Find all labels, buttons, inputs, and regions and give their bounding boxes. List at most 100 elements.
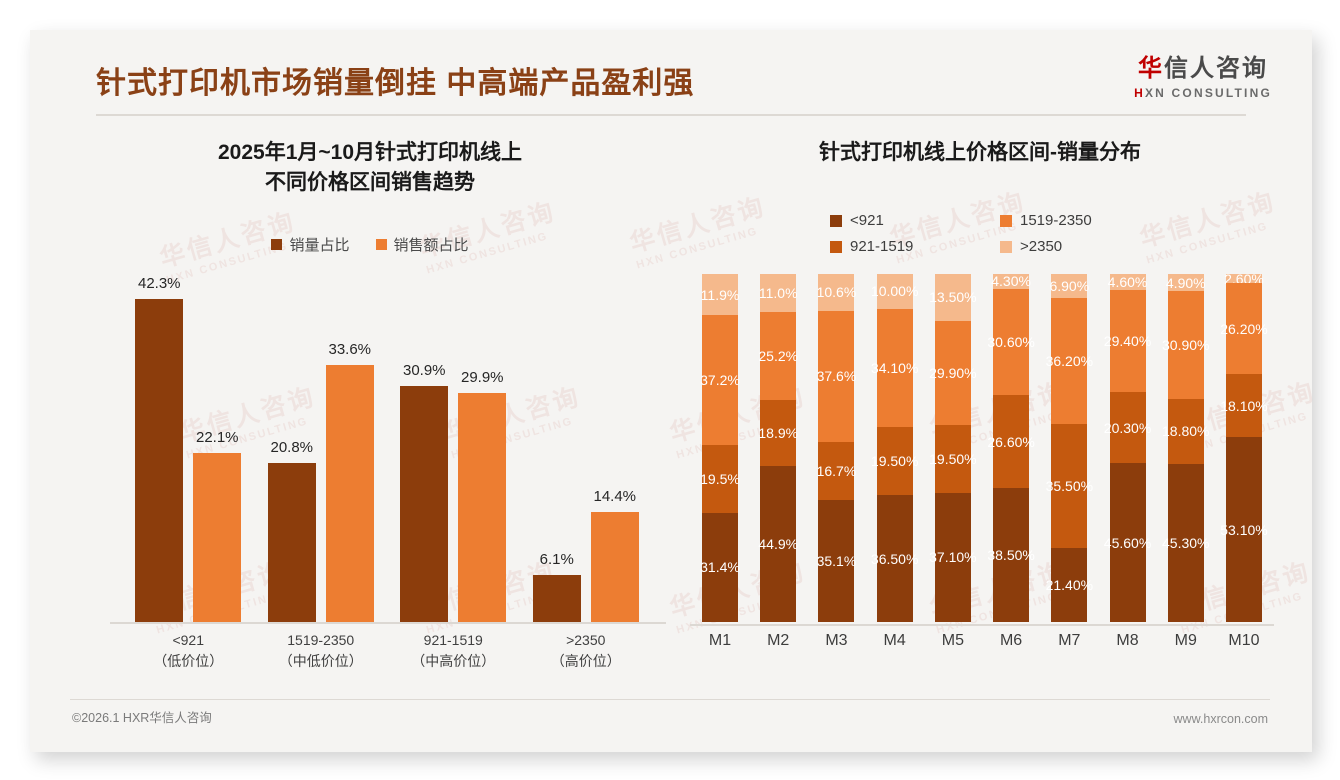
- segment-value-label: 34.10%: [870, 360, 919, 377]
- legend-item-0[interactable]: <921: [830, 212, 990, 229]
- segment->2350-M9[interactable]: 4.90%: [1166, 274, 1206, 292]
- chart-title-left-line1: 2025年1月~10月针式打印机线上: [217, 141, 523, 164]
- bar-group: 42.3% 22.1%: [122, 275, 255, 622]
- chart-panel-left: 2025年1月~10月针式打印机线上 不同价格区间销售趋势 销量占比 销售额占比 …: [70, 126, 670, 702]
- x-axis-tick-M2: M2: [767, 632, 790, 649]
- segment-921-1519-M8[interactable]: 20.30%: [1104, 392, 1151, 464]
- segment-value-label: 30.60%: [987, 334, 1035, 351]
- bar-销量占比-<921[interactable]: 42.3%: [135, 275, 184, 622]
- stacked-bar-M8[interactable]: 4.60% 29.40% 20.30% 45.60%: [1104, 274, 1151, 623]
- legend-swatch-icon: [1000, 214, 1012, 227]
- segment-<921-M3[interactable]: 35.1%: [816, 499, 857, 622]
- legend-label: <921: [850, 212, 884, 229]
- x-axis-tick-1519-2350: 1519-2350 （中低价位）: [278, 632, 363, 669]
- bar-销量占比-1519-2350[interactable]: 20.8%: [267, 439, 316, 622]
- logo-cn-rest: 信人咨询: [1164, 55, 1269, 82]
- footer-website[interactable]: www.hxrcon.com: [1173, 712, 1268, 726]
- segment-value-label: 45.60%: [1103, 534, 1152, 551]
- legend-label: >2350: [1020, 238, 1063, 255]
- segment->2350-M10[interactable]: 2.60%: [1224, 271, 1264, 287]
- segment-1519-2350-M3[interactable]: 37.6%: [816, 310, 857, 442]
- segment-1519-2350-M4[interactable]: 34.10%: [871, 308, 918, 428]
- segment->2350-M3[interactable]: 10.6%: [817, 274, 856, 311]
- bar-value-label: 29.9%: [460, 369, 504, 387]
- segment->2350-M4[interactable]: 10.00%: [871, 274, 918, 309]
- bar-销售额占比->2350[interactable]: 14.4%: [590, 488, 639, 622]
- chart-legend-left[interactable]: 销量占比 销售额占比: [70, 234, 670, 255]
- stacked-bar-M3[interactable]: 10.6% 37.6% 16.7% 35.1%: [816, 274, 857, 622]
- chart-title-left-line2: 不同价格区间销售趋势: [265, 171, 475, 195]
- stacked-bar-M6[interactable]: 4.30% 30.60% 26.60% 38.50%: [987, 273, 1035, 622]
- logo-chinese-text: 华信人咨询: [1134, 48, 1272, 83]
- segment-1519-2350-M7[interactable]: 36.20%: [1046, 298, 1093, 424]
- bar-销售额占比-921-1519[interactable]: 29.9%: [458, 369, 507, 622]
- x-axis-tick-M7: M7: [1058, 632, 1081, 649]
- segment-value-label: 19.5%: [700, 470, 740, 487]
- legend-item-3[interactable]: >2350: [1000, 238, 1160, 255]
- segment-value-label: 37.6%: [816, 368, 857, 385]
- chart-legend-right[interactable]: <921 1519-2350 921-1519 >2350: [830, 212, 1160, 255]
- bar-group: 30.9% 29.9%: [387, 278, 520, 622]
- bar-销量占比->2350[interactable]: 6.1%: [532, 551, 581, 622]
- slide-header: 针式打印机市场销量倒挂 中高端产品盈利强 华信人咨询 HXN CONSULTIN…: [30, 30, 1312, 116]
- stacked-bar-M4[interactable]: 10.00% 34.10% 19.50% 36.50%: [871, 274, 918, 622]
- segment->2350-M2[interactable]: 11.0%: [758, 274, 798, 313]
- legend-item-1[interactable]: 1519-2350: [1000, 212, 1160, 229]
- bar-销售额占比-1519-2350[interactable]: 33.6%: [325, 341, 374, 622]
- segment-921-1519-M1[interactable]: 19.5%: [700, 444, 740, 513]
- segment-value-label: 11.9%: [700, 286, 740, 303]
- stacked-bar-M9[interactable]: 4.90% 30.90% 18.80% 45.30%: [1162, 274, 1209, 622]
- segment-1519-2350-M1[interactable]: 37.2%: [700, 315, 740, 445]
- segment-<921-M4[interactable]: 36.50%: [871, 495, 918, 622]
- legend-item-2[interactable]: 921-1519: [830, 238, 990, 255]
- segment-1519-2350-M5[interactable]: 29.90%: [929, 320, 977, 426]
- slide-canvas: 针式打印机市场销量倒挂 中高端产品盈利强 华信人咨询 HXN CONSULTIN…: [30, 30, 1319, 752]
- segment-921-1519-M3[interactable]: 16.7%: [817, 441, 856, 500]
- segment-1519-2350-M8[interactable]: 29.40%: [1104, 290, 1151, 393]
- segment->2350-M1[interactable]: 11.9%: [700, 274, 740, 316]
- segment-921-1519-M6[interactable]: 26.60%: [987, 395, 1035, 489]
- chart-title-left: 2025年1月~10月针式打印机线上 不同价格区间销售趋势: [70, 138, 670, 199]
- segment-921-1519-M9[interactable]: 18.80%: [1162, 398, 1209, 465]
- segment-<921-M8[interactable]: 45.60%: [1104, 463, 1151, 623]
- segment-value-label: 35.1%: [816, 552, 857, 569]
- bar-销量占比-921-1519[interactable]: 30.9%: [400, 362, 449, 622]
- segment-<921-M1[interactable]: 31.4%: [700, 512, 740, 622]
- legend-item-0[interactable]: 销量占比: [271, 234, 350, 255]
- legend-swatch-icon: [1000, 240, 1012, 253]
- stacked-bar-M5[interactable]: 13.50% 29.90% 19.50% 37.10%: [929, 274, 977, 622]
- segment-value-label: 2.60%: [1224, 270, 1264, 287]
- segment-value-label: 11.0%: [758, 285, 798, 302]
- segment-<921-M6[interactable]: 38.50%: [987, 488, 1035, 622]
- segment->2350-M7[interactable]: 6.90%: [1049, 274, 1089, 299]
- stacked-bar-plot: 11.9% 37.2% 19.5% 31.4% 11.0% 25.2% 18.9% 44.9%…: [700, 271, 1268, 623]
- segment-1519-2350-M6[interactable]: 30.60%: [987, 288, 1035, 396]
- segment-1519-2350-M10[interactable]: 26.20%: [1220, 283, 1268, 375]
- segment-<921-M9[interactable]: 45.30%: [1162, 464, 1209, 622]
- stacked-bar-M2[interactable]: 11.0% 25.2% 18.9% 44.9%: [758, 274, 798, 622]
- legend-swatch-icon: [830, 240, 842, 253]
- segment-1519-2350-M2[interactable]: 25.2%: [758, 312, 798, 400]
- segment-921-1519-M7[interactable]: 35.50%: [1046, 423, 1093, 548]
- x-axis-tick-M1: M1: [708, 632, 732, 649]
- segment-921-1519-M4[interactable]: 19.50%: [871, 427, 918, 496]
- segment-<921-M2[interactable]: 44.9%: [758, 465, 798, 622]
- segment-<921-M5[interactable]: 37.10%: [929, 492, 977, 622]
- segment-1519-2350-M9[interactable]: 30.90%: [1162, 291, 1209, 399]
- segment->2350-M8[interactable]: 4.60%: [1108, 274, 1147, 291]
- bar-group: 6.1% 14.4%: [520, 278, 653, 622]
- segment-921-1519-M5[interactable]: 19.50%: [929, 425, 977, 493]
- segment-<921-M10[interactable]: 53.10%: [1220, 437, 1268, 622]
- segment->2350-M5[interactable]: 13.50%: [929, 274, 977, 321]
- stacked-bar-M7[interactable]: 6.90% 36.20% 35.50% 21.40%: [1046, 274, 1093, 622]
- bar-销售额占比-<921[interactable]: 22.1%: [193, 429, 242, 622]
- legend-label: 销售额占比: [393, 237, 469, 254]
- legend-label: 921-1519: [850, 238, 914, 255]
- segment-921-1519-M2[interactable]: 18.9%: [758, 399, 798, 466]
- segment->2350-M6[interactable]: 4.30%: [991, 273, 1031, 289]
- legend-item-1[interactable]: 销售额占比: [375, 234, 469, 255]
- segment-<921-M7[interactable]: 21.40%: [1046, 547, 1093, 622]
- stacked-bar-M1[interactable]: 11.9% 37.2% 19.5% 31.4%: [700, 274, 740, 622]
- stacked-bar-M10[interactable]: 2.60% 26.20% 18.10% 53.10%: [1220, 271, 1268, 622]
- segment-921-1519-M10[interactable]: 18.10%: [1220, 374, 1268, 438]
